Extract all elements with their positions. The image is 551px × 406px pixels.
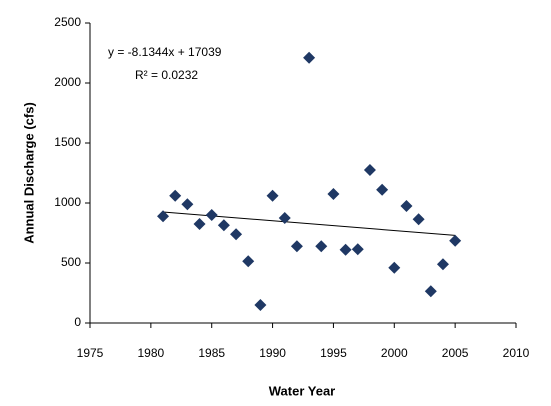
y-tick-label: 2500: [54, 15, 81, 29]
point: [254, 299, 267, 311]
point: [363, 164, 376, 176]
point: [242, 255, 255, 268]
point: [449, 234, 462, 247]
point: [376, 183, 389, 196]
y-tick-label: 2000: [54, 75, 81, 89]
point: [424, 285, 437, 298]
point: [193, 218, 206, 230]
y-tick-label: 1500: [54, 135, 81, 149]
point: [388, 261, 401, 274]
x-tick-label: 2000: [381, 346, 408, 360]
point: [157, 210, 170, 223]
point: [351, 243, 364, 256]
y-tick-label: 500: [61, 255, 81, 269]
x-axis-title: Water Year: [269, 383, 336, 398]
point: [436, 258, 449, 271]
x-tick-label: 1995: [320, 346, 347, 360]
point: [181, 198, 194, 211]
point: [230, 228, 243, 241]
point: [217, 219, 230, 232]
equation: y = -8.1344x + 17039: [108, 45, 222, 59]
point: [315, 240, 328, 253]
point: [205, 209, 218, 221]
x-tick-label: 2010: [503, 346, 530, 360]
y-axis-title: Annual Discharge (cfs): [21, 102, 36, 244]
point: [339, 243, 352, 256]
point: [303, 51, 316, 64]
point: [412, 213, 425, 226]
x-tick-label: 1975: [77, 346, 104, 360]
x-tick-label: 2005: [442, 346, 469, 360]
x-tick-label: 1980: [138, 346, 165, 360]
y-tick-label: 1000: [54, 195, 81, 209]
point: [400, 200, 413, 212]
point: [169, 189, 182, 202]
y-tick-label: 0: [74, 315, 81, 329]
r-squared: R² = 0.0232: [135, 68, 198, 82]
x-tick-label: 1990: [259, 346, 286, 360]
point: [327, 188, 340, 200]
x-tick-label: 1985: [198, 346, 225, 360]
point: [266, 189, 279, 202]
point: [290, 240, 303, 253]
point: [278, 212, 291, 224]
